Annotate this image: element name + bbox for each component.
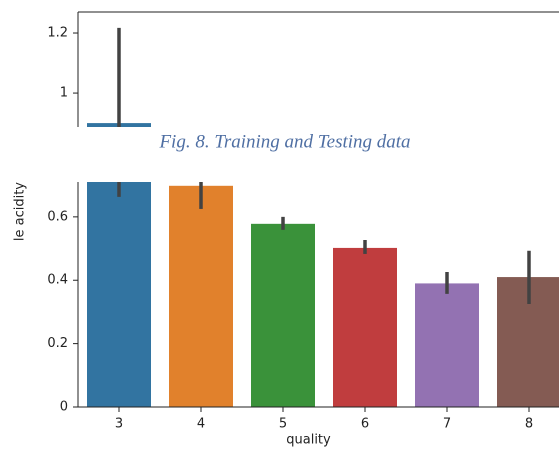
plot-area — [87, 27, 151, 127]
x-tick-label: 3 — [115, 417, 123, 432]
y-tick-label: 0.6 — [47, 209, 68, 224]
x-tick-label: 6 — [361, 417, 369, 432]
plot-area — [87, 182, 559, 407]
y-tick-label: 0.2 — [47, 336, 68, 351]
x-axis-label: quality — [286, 433, 331, 448]
figure-caption: Fig. 8. Training and Testing data — [158, 131, 410, 152]
x-tick-label: 7 — [443, 417, 451, 432]
bar — [87, 182, 151, 407]
y-tick-label: 0.4 — [47, 273, 68, 288]
y-label-clip: volatile acidity — [13, 182, 28, 277]
x-tick-label: 4 — [197, 417, 205, 432]
bar — [251, 223, 315, 407]
y-tick-label: 1 — [60, 86, 68, 101]
y-tick-label: 1.2 — [47, 26, 68, 41]
y-tick-label: 0 — [60, 400, 68, 415]
y-axis-label: volatile acidity — [13, 182, 28, 277]
bar — [415, 283, 479, 407]
x-tick-label: 8 — [525, 417, 533, 432]
x-tick-label: 5 — [279, 417, 287, 432]
bar — [333, 247, 397, 407]
bar — [169, 185, 233, 407]
